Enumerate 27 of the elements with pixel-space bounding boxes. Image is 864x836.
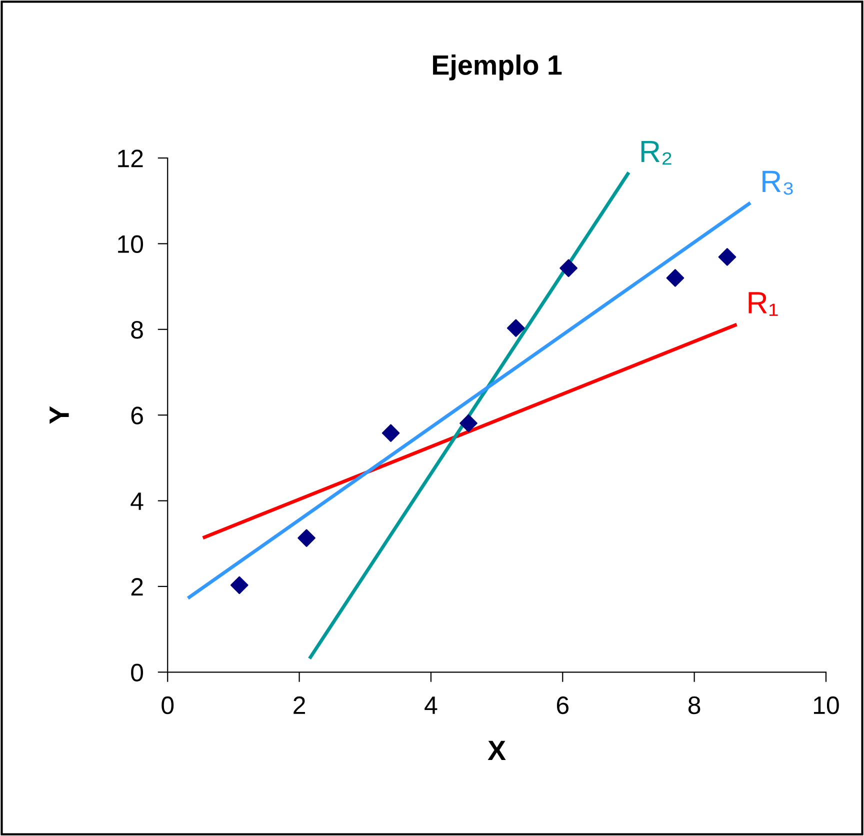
x-tick-label: 8 [688,696,700,714]
y-tick-label: 0 [131,664,144,682]
series-label: R₁ [748,292,778,316]
y-tick-label: 4 [130,492,144,510]
point [382,424,400,442]
point [718,248,736,266]
y-tick-label: 10 [118,235,144,253]
y-axis-title: Y [50,406,69,424]
y-tick-label: 8 [131,320,143,339]
y-tick-label: 6 [131,406,143,424]
point [560,259,578,278]
point [666,269,684,287]
point [460,414,478,432]
series-label: R₂ [641,140,672,165]
x-tick-label: 2 [294,696,305,714]
x-axis-title: X [488,740,506,760]
x-tick-label: 4 [424,696,438,714]
x-tick-label: 0 [162,696,174,714]
y-tick-label: 12 [118,150,143,168]
chart-title: Ejemplo 1 [433,54,562,80]
point [506,319,525,338]
y-tick-label: 2 [131,578,143,596]
x-tick-label: 6 [556,696,568,714]
point [230,576,248,594]
series-label: R₃ [762,170,793,195]
point [298,529,316,547]
x-tick-label: 10 [814,696,839,714]
